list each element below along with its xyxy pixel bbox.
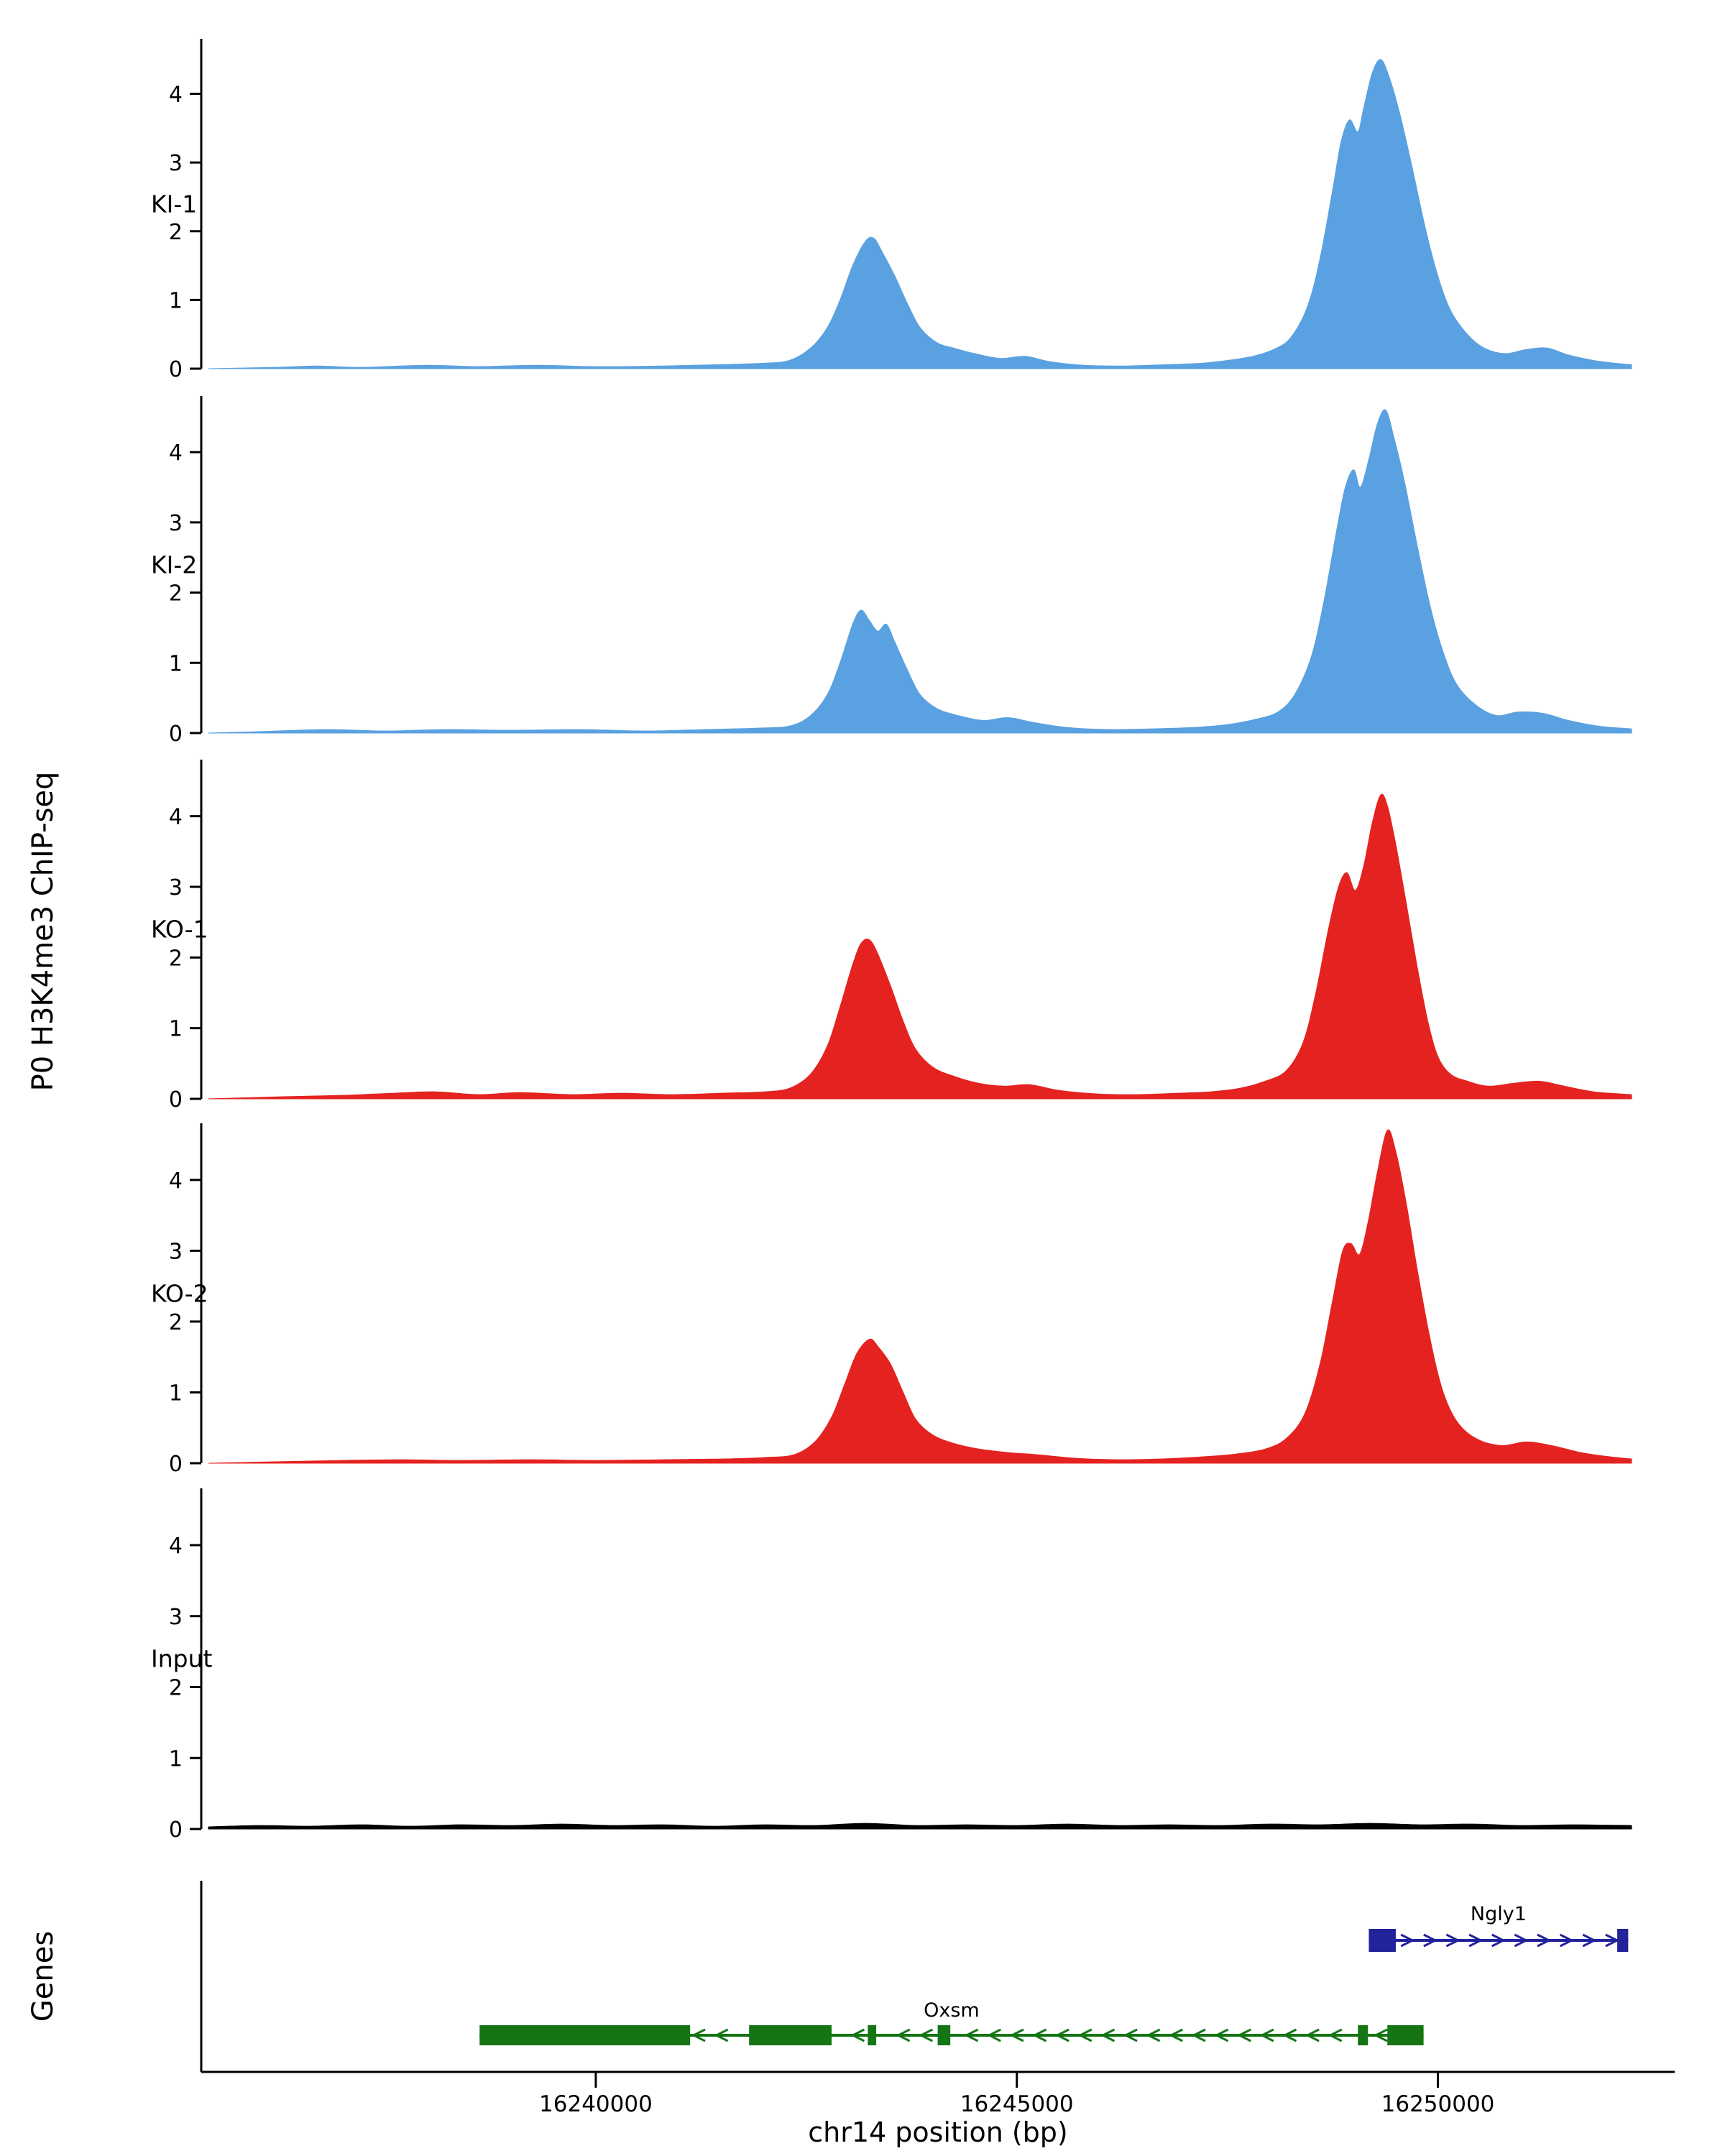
y-tick-label: 3: [169, 875, 183, 900]
strand-arrow-icon: [1582, 1933, 1597, 1948]
strand-arrow-icon: [1605, 1933, 1620, 1948]
strand-arrow-icon: [1445, 1933, 1460, 1948]
strand-arrow-icon: [1259, 2028, 1274, 2042]
y-tick-label: 4: [169, 83, 183, 108]
y-tick-label: 2: [169, 946, 183, 971]
y-tick-label: 2: [169, 220, 183, 245]
gene-label-Oxsm: Oxsm: [924, 1999, 980, 2022]
track-label-ki-1: KI-1: [151, 190, 198, 218]
y-tick-label: 3: [169, 1239, 183, 1264]
coverage-area-KI-2: [208, 409, 1632, 734]
strand-arrow-icon: [1537, 1933, 1552, 1948]
y-tick-label: 2: [169, 1310, 183, 1335]
strand-arrow-icon: [691, 2028, 706, 2042]
coverage-area-Input: [208, 1823, 1632, 1830]
y-tick-label: 4: [169, 1169, 183, 1194]
y-tick-label: 2: [169, 581, 183, 607]
strand-arrow-icon: [1236, 2028, 1251, 2042]
strand-arrow-icon: [1100, 2028, 1116, 2042]
strand-arrow-icon: [1468, 1933, 1484, 1948]
y-tick-label: 0: [169, 1087, 183, 1112]
exon-box: [1387, 2025, 1424, 2045]
strand-arrow-icon: [1282, 2028, 1297, 2042]
y-tick-label: 1: [169, 1381, 183, 1406]
gene-Ngly1: Ngly1: [1368, 1903, 1629, 1952]
strand-arrow-icon: [1559, 1933, 1574, 1948]
strand-arrow-icon: [1123, 2028, 1138, 2042]
exon-box: [1368, 1929, 1396, 1952]
strand-arrow-icon: [1214, 2028, 1229, 2042]
strand-arrow-icon: [1328, 2028, 1343, 2042]
x-axis-label: chr14 position (bp): [808, 2116, 1068, 2148]
strand-arrow-icon: [1009, 2028, 1024, 2042]
gene-label-Ngly1: Ngly1: [1471, 1903, 1527, 1925]
strand-arrow-icon: [1168, 2028, 1184, 2042]
coverage-area-KI-1: [208, 59, 1632, 369]
x-tick-label: 16245000: [960, 2091, 1074, 2117]
y-tick-label: 1: [169, 288, 183, 313]
strand-arrow-icon: [1077, 2028, 1092, 2042]
strand-arrow-icon: [1491, 1933, 1506, 1948]
track-KO-2: 0 1 2 3 4: [169, 1123, 1632, 1477]
y-tick-label: 0: [169, 357, 183, 382]
strand-arrow-icon: [896, 2028, 911, 2042]
y-tick-label: 0: [169, 1452, 183, 1477]
strand-arrow-icon: [919, 2028, 934, 2042]
strand-arrow-icon: [1400, 1933, 1415, 1948]
y-tick-label: 3: [169, 1605, 183, 1630]
y-tick-label: 1: [169, 1746, 183, 1772]
x-tick-label: 16250000: [1381, 2091, 1495, 2117]
y-tick-label: 0: [169, 1818, 183, 1843]
exon-box: [868, 2025, 877, 2045]
y-tick-label: 1: [169, 651, 183, 676]
strand-arrow-icon: [1032, 2028, 1047, 2042]
x-tick-label: 16240000: [539, 2091, 653, 2117]
exon-box: [749, 2025, 832, 2045]
strand-arrow-icon: [714, 2028, 729, 2042]
track-KI-1: 0 1 2 3 4: [169, 39, 1632, 382]
strand-arrow-icon: [1191, 2028, 1206, 2042]
track-KO-1: 0 1 2 3 4: [169, 760, 1632, 1112]
coverage-area-KO-1: [208, 793, 1632, 1100]
y-tick-label: 4: [169, 1534, 183, 1559]
strand-arrow-icon: [1514, 1933, 1529, 1948]
coverage-area-KO-2: [208, 1129, 1632, 1464]
track-label-ko-2: KO-2: [151, 1279, 208, 1308]
y-tick-label: 3: [169, 151, 183, 176]
track-label-ki-2: KI-2: [151, 550, 198, 579]
track-KI-2: 0 1 2 3 4: [169, 396, 1632, 747]
y-tick-label: 3: [169, 511, 183, 536]
gene-Oxsm: Oxsm: [479, 1999, 1424, 2045]
y-tick-label: 4: [169, 441, 183, 466]
y-tick-label: 0: [169, 722, 183, 747]
strand-arrow-icon: [986, 2028, 1001, 2042]
strand-arrow-icon: [1146, 2028, 1161, 2042]
exon-box: [1617, 1929, 1629, 1952]
strand-arrow-icon: [1054, 2028, 1070, 2042]
strand-arrow-icon: [1305, 2028, 1320, 2042]
strand-arrow-icon: [1423, 1933, 1438, 1948]
strand-arrow-icon: [1373, 2028, 1388, 2042]
y-tick-label: 4: [169, 805, 183, 830]
exon-box: [937, 2025, 951, 2045]
y-tick-label: 1: [169, 1017, 183, 1042]
strand-arrow-icon: [964, 2028, 979, 2042]
exon-box: [1358, 2025, 1368, 2045]
track-Input: 0 1 2 3 4: [169, 1488, 1632, 1843]
strand-arrow-icon: [850, 2028, 865, 2042]
track-label-ko-1: KO-1: [151, 915, 208, 944]
exon-box: [479, 2025, 691, 2045]
y-tick-label: 2: [169, 1676, 183, 1701]
